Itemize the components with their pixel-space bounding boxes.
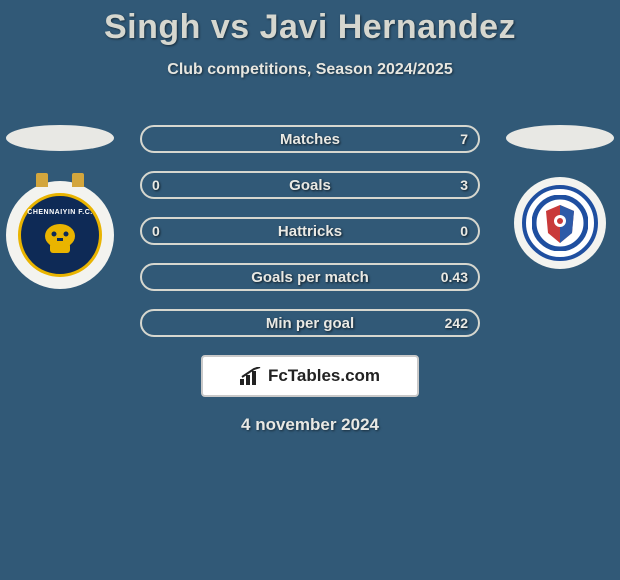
shield-icon (532, 195, 588, 251)
stat-right-value: 242 (445, 315, 468, 331)
club-name-left: CHENNAIYIN F.C. (27, 209, 92, 216)
stat-row: Matches 7 (140, 125, 480, 153)
stat-label: Goals (289, 177, 331, 194)
page-subtitle: Club competitions, Season 2024/2025 (0, 61, 620, 79)
player-left-head (6, 125, 114, 151)
stat-row: 0 Goals 3 (140, 171, 480, 199)
branding-badge: FcTables.com (201, 355, 419, 397)
stat-right-value: 3 (460, 177, 468, 193)
stat-label: Matches (280, 131, 340, 148)
player-right-head (506, 125, 614, 151)
stat-right-value: 0.43 (441, 269, 468, 285)
stat-row: Goals per match 0.43 (140, 263, 480, 291)
stat-row: Min per goal 242 (140, 309, 480, 337)
stat-label: Hattricks (278, 223, 342, 240)
trophies-icon (36, 173, 84, 187)
player-right-column (500, 125, 620, 269)
player-right-club-logo (514, 177, 606, 269)
stat-row: 0 Hattricks 0 (140, 217, 480, 245)
stat-right-value: 0 (460, 223, 468, 239)
stat-left-value: 0 (152, 177, 160, 193)
stat-left-value: 0 (152, 223, 160, 239)
date-text: 4 november 2024 (140, 415, 480, 435)
chart-icon (240, 367, 262, 385)
page-title: Singh vs Javi Hernandez (0, 0, 620, 47)
player-left-column: CHENNAIYIN F.C. (0, 125, 120, 289)
player-left-club-logo: CHENNAIYIN F.C. (6, 181, 114, 289)
branding-text: FcTables.com (268, 366, 380, 386)
stat-label: Goals per match (251, 269, 369, 286)
stat-label: Min per goal (266, 315, 354, 332)
stat-right-value: 7 (460, 131, 468, 147)
mask-icon (38, 218, 82, 262)
stats-container: Matches 7 0 Goals 3 0 Hattricks 0 Goals … (140, 125, 480, 435)
